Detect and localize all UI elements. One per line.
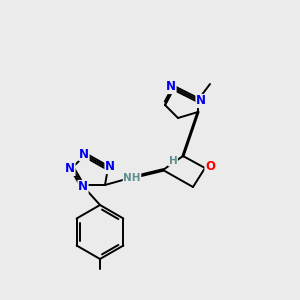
Text: N: N <box>79 148 89 160</box>
Text: NH: NH <box>123 173 141 183</box>
Text: N: N <box>196 94 206 107</box>
Text: N: N <box>65 163 75 176</box>
Text: N: N <box>166 80 176 94</box>
Text: N: N <box>78 181 88 194</box>
Text: N: N <box>105 160 115 173</box>
Text: H: H <box>169 156 177 166</box>
Text: O: O <box>205 160 215 172</box>
